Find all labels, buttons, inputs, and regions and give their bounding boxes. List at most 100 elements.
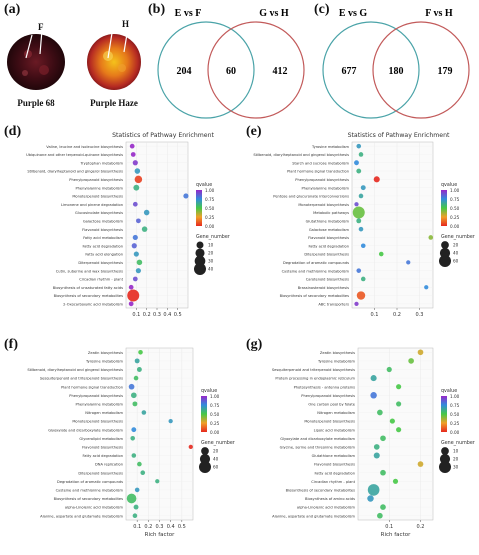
x-tick-label: 0.1 (133, 524, 141, 530)
bubble-point (428, 235, 434, 240)
qvalue-tick-label: 0.00 (450, 430, 460, 435)
qvalue-legend-title: qvalue (201, 388, 217, 394)
y-category-label: Stilbenoid, diarylheptanoid and gingerol… (27, 170, 123, 174)
qvalue-tick-label: 0.75 (450, 197, 460, 202)
chart-e-svg: Statistics of Pathway Enrichment 0.1 0.2 0.… (253, 132, 475, 318)
y-category-label: Photosynthesis - antenna proteins (294, 385, 356, 389)
y-category-label: Nitrogen metabolism (317, 411, 355, 415)
qvalue-legend-title: qvalue (441, 388, 457, 394)
gene-number-legend-title: Gene_number (201, 440, 235, 446)
y-category-label: Glucosinolate biosynthesis (75, 211, 123, 215)
gene-number-legend-title: Gene_number (441, 234, 475, 240)
y-category-label: Phenylpropanoid biosynthesis (295, 178, 349, 182)
qvalue-tick-label: 0.50 (205, 206, 215, 211)
y-category-label: Glutathione metabolism (312, 454, 356, 458)
qvalue-tick-label: 0.75 (450, 403, 460, 408)
y-category-label: Stilbenoid, diarylheptanoid and gingerol… (27, 368, 123, 372)
y-category-label: alpha-Linolenic acid metabolism (297, 506, 356, 510)
bubble-point (136, 218, 141, 224)
gene-number-legend-dot (441, 447, 449, 455)
y-category-label: Tyrosine metabolism (317, 360, 356, 364)
gene-number-legend-label: 40 (453, 251, 459, 256)
bubble-point (352, 206, 365, 219)
bubble-point (131, 243, 137, 249)
bubble-point (133, 375, 139, 381)
bubble-point (134, 358, 140, 364)
chart-title: Statistics of Pathway Enrichment (112, 132, 214, 139)
bubble-point (132, 513, 138, 518)
qvalue-tick-label: 0.75 (205, 197, 215, 202)
bubble-point (377, 409, 383, 416)
y-category-label: Flavonoid biosynthesis (314, 463, 355, 467)
x-tick-label: 0.2 (144, 524, 152, 530)
chart-g: 0.1 0.2 Zeatin biosynthesis Tyrosine metabo… (240, 340, 479, 550)
y-category-label: Galactose metabolism (83, 219, 124, 223)
bubble-point (360, 243, 366, 249)
y-category-label: Starch and sucrose metabolism (292, 161, 349, 165)
venn-b-left-circle (157, 21, 255, 119)
y-category-label: ABC transporters (318, 302, 349, 306)
bubble-point (356, 291, 366, 300)
y-category-label: Diterpenoid biosynthesis (78, 471, 123, 475)
y-category-label: Phenylpropanoid biosynthesis (301, 394, 355, 398)
panel-label-f: (f) (4, 337, 18, 352)
qvalue-tick-label: 0.00 (210, 430, 220, 435)
y-category-label: Degradation of aromatic compounds (283, 261, 349, 265)
y-category-label: Tyrosine metabolism (311, 145, 350, 149)
y-category-label: Flavonoid biosynthesis (82, 228, 123, 232)
y-category-label: Plant hormone signal transduction (61, 385, 123, 389)
bubble-point (183, 193, 189, 199)
gene-number-legend-label: 10 (453, 449, 459, 454)
y-category-label: Metabolic pathways (313, 211, 349, 215)
chart-g-svg: 0.1 0.2 Zeatin biosynthesis Tyrosine metabo… (272, 347, 475, 538)
y-category-label: Cutin, suberine and wax biosynthesis (56, 269, 123, 273)
bubble-point (392, 478, 399, 484)
chart-title: Statistics of Pathway Enrichment (348, 132, 450, 139)
bubble-point (386, 366, 392, 373)
y-category-label: Lipoic acid metabolism (314, 428, 356, 432)
qvalue-tick-label: 0.50 (210, 412, 220, 417)
y-category-label: Biosynthesis of secondary metabolites (54, 294, 124, 298)
x-tick-label: 0.2 (143, 312, 151, 318)
panel-label-b: (b) (148, 2, 166, 17)
qvalue-tick-label: 0.50 (450, 412, 460, 417)
bubble-point (133, 504, 139, 510)
y-category-label: Phenylpropanoid biosynthesis (69, 178, 123, 182)
chart-f: 0.1 0.2 0.3 0.4 0.5 Zeatin biosynthesis Tyrosi… (0, 340, 236, 550)
y-category-label: Circadian rhythm - plant (79, 278, 123, 282)
fruit-photos-svg: E F G H Purple 68 Purple Haze (7, 19, 141, 108)
bubble-point (126, 493, 137, 504)
bubble-point (380, 504, 386, 510)
qvalue-tick-label: 0.25 (450, 421, 460, 426)
marker-h: H (122, 19, 129, 29)
bubble-point (358, 152, 364, 157)
bubble-point (408, 358, 414, 364)
gene-number-legend-dot (439, 453, 451, 465)
chart-d: Statistics of Pathway Enrichment 0.1 0.2 0.… (0, 128, 236, 338)
y-category-label: Zeatin biosynthesis (88, 351, 123, 355)
x-tick-label: 0.1 (371, 312, 379, 318)
bubble-point (128, 383, 135, 390)
x-tick-label: 0.3 (416, 312, 424, 318)
gene-number-legend-label: 20 (453, 457, 459, 462)
qvalue-tick-label: 1.00 (450, 394, 460, 399)
bubble-point (130, 152, 136, 157)
marker-e: E (9, 34, 15, 44)
bubble-point (424, 285, 429, 290)
bubble-point (360, 185, 366, 191)
y-category-label: Phenylalanine metabolism (301, 186, 349, 190)
y-category-label: Biosynthesis of amino acids (305, 497, 355, 501)
bubble-point (358, 193, 364, 199)
qvalue-tick-label: 0.75 (210, 403, 220, 408)
venn-c-left-title: E vs G (339, 8, 368, 19)
y-category-label: Fatty acid degradation (83, 454, 123, 458)
y-category-label: Pentose and glucuronate interconversions (273, 195, 349, 199)
y-category-label: Fatty acid degradation (83, 244, 123, 248)
y-category-label: Carotenoid biosynthesis (306, 278, 349, 282)
qvalue-legend-title: qvalue (441, 182, 457, 188)
bubble-point (134, 168, 141, 174)
y-category-label: Phenylalanine metabolism (75, 186, 123, 190)
qvalue-colorbar (201, 396, 207, 432)
x-tick-label: 0.2 (417, 524, 425, 530)
bubble-point (136, 259, 143, 266)
